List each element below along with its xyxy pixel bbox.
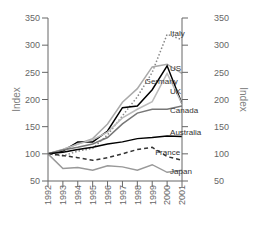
svg-text:2001: 2001 (177, 185, 187, 205)
svg-text:1992: 1992 (43, 185, 53, 205)
svg-text:100: 100 (25, 149, 40, 159)
svg-text:2000: 2000 (163, 185, 173, 205)
svg-text:Japan: Japan (170, 167, 192, 176)
svg-text:1995: 1995 (88, 185, 98, 205)
svg-text:Index: Index (11, 87, 22, 111)
svg-text:50: 50 (214, 176, 224, 186)
svg-text:150: 150 (25, 122, 40, 132)
svg-text:1999: 1999 (148, 185, 158, 205)
svg-text:Germany: Germany (145, 77, 178, 86)
svg-text:250: 250 (214, 68, 229, 78)
svg-text:200: 200 (25, 95, 40, 105)
svg-text:France: France (155, 148, 180, 157)
svg-text:UK: UK (170, 87, 182, 96)
svg-text:1997: 1997 (118, 185, 128, 205)
svg-text:300: 300 (25, 40, 40, 50)
svg-text:Australia: Australia (170, 128, 202, 137)
svg-text:US: US (170, 64, 181, 73)
svg-text:Index: Index (238, 87, 249, 111)
svg-text:Italy: Italy (170, 29, 185, 38)
svg-text:1993: 1993 (58, 185, 68, 205)
svg-text:50: 50 (30, 176, 40, 186)
svg-text:300: 300 (214, 40, 229, 50)
svg-text:350: 350 (25, 13, 40, 23)
svg-text:200: 200 (214, 95, 229, 105)
svg-text:Canada: Canada (170, 106, 199, 115)
svg-text:150: 150 (214, 122, 229, 132)
svg-text:100: 100 (214, 149, 229, 159)
svg-text:1996: 1996 (103, 185, 113, 205)
svg-text:1994: 1994 (73, 185, 83, 205)
svg-text:250: 250 (25, 68, 40, 78)
svg-text:350: 350 (214, 13, 229, 23)
svg-text:1998: 1998 (133, 185, 143, 205)
